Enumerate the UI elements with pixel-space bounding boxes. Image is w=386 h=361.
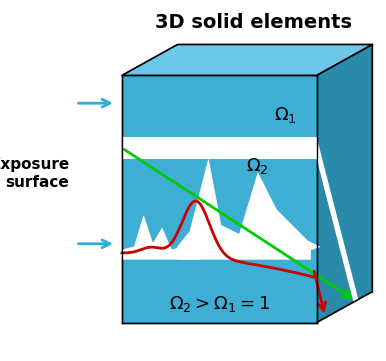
Polygon shape: [317, 44, 372, 323]
Text: $\Omega_2 > \Omega_1 = 1$: $\Omega_2 > \Omega_1 = 1$: [169, 294, 270, 314]
Polygon shape: [122, 216, 199, 259]
Text: $\Omega_1$: $\Omega_1$: [274, 105, 297, 125]
Polygon shape: [178, 160, 320, 259]
Polygon shape: [122, 75, 317, 323]
Polygon shape: [122, 137, 317, 159]
Polygon shape: [122, 44, 372, 75]
Text: $\Omega_2$: $\Omega_2$: [245, 156, 268, 176]
Polygon shape: [317, 137, 358, 302]
Text: Exposure
surface: Exposure surface: [0, 157, 69, 190]
Text: 3D solid elements: 3D solid elements: [155, 13, 352, 32]
